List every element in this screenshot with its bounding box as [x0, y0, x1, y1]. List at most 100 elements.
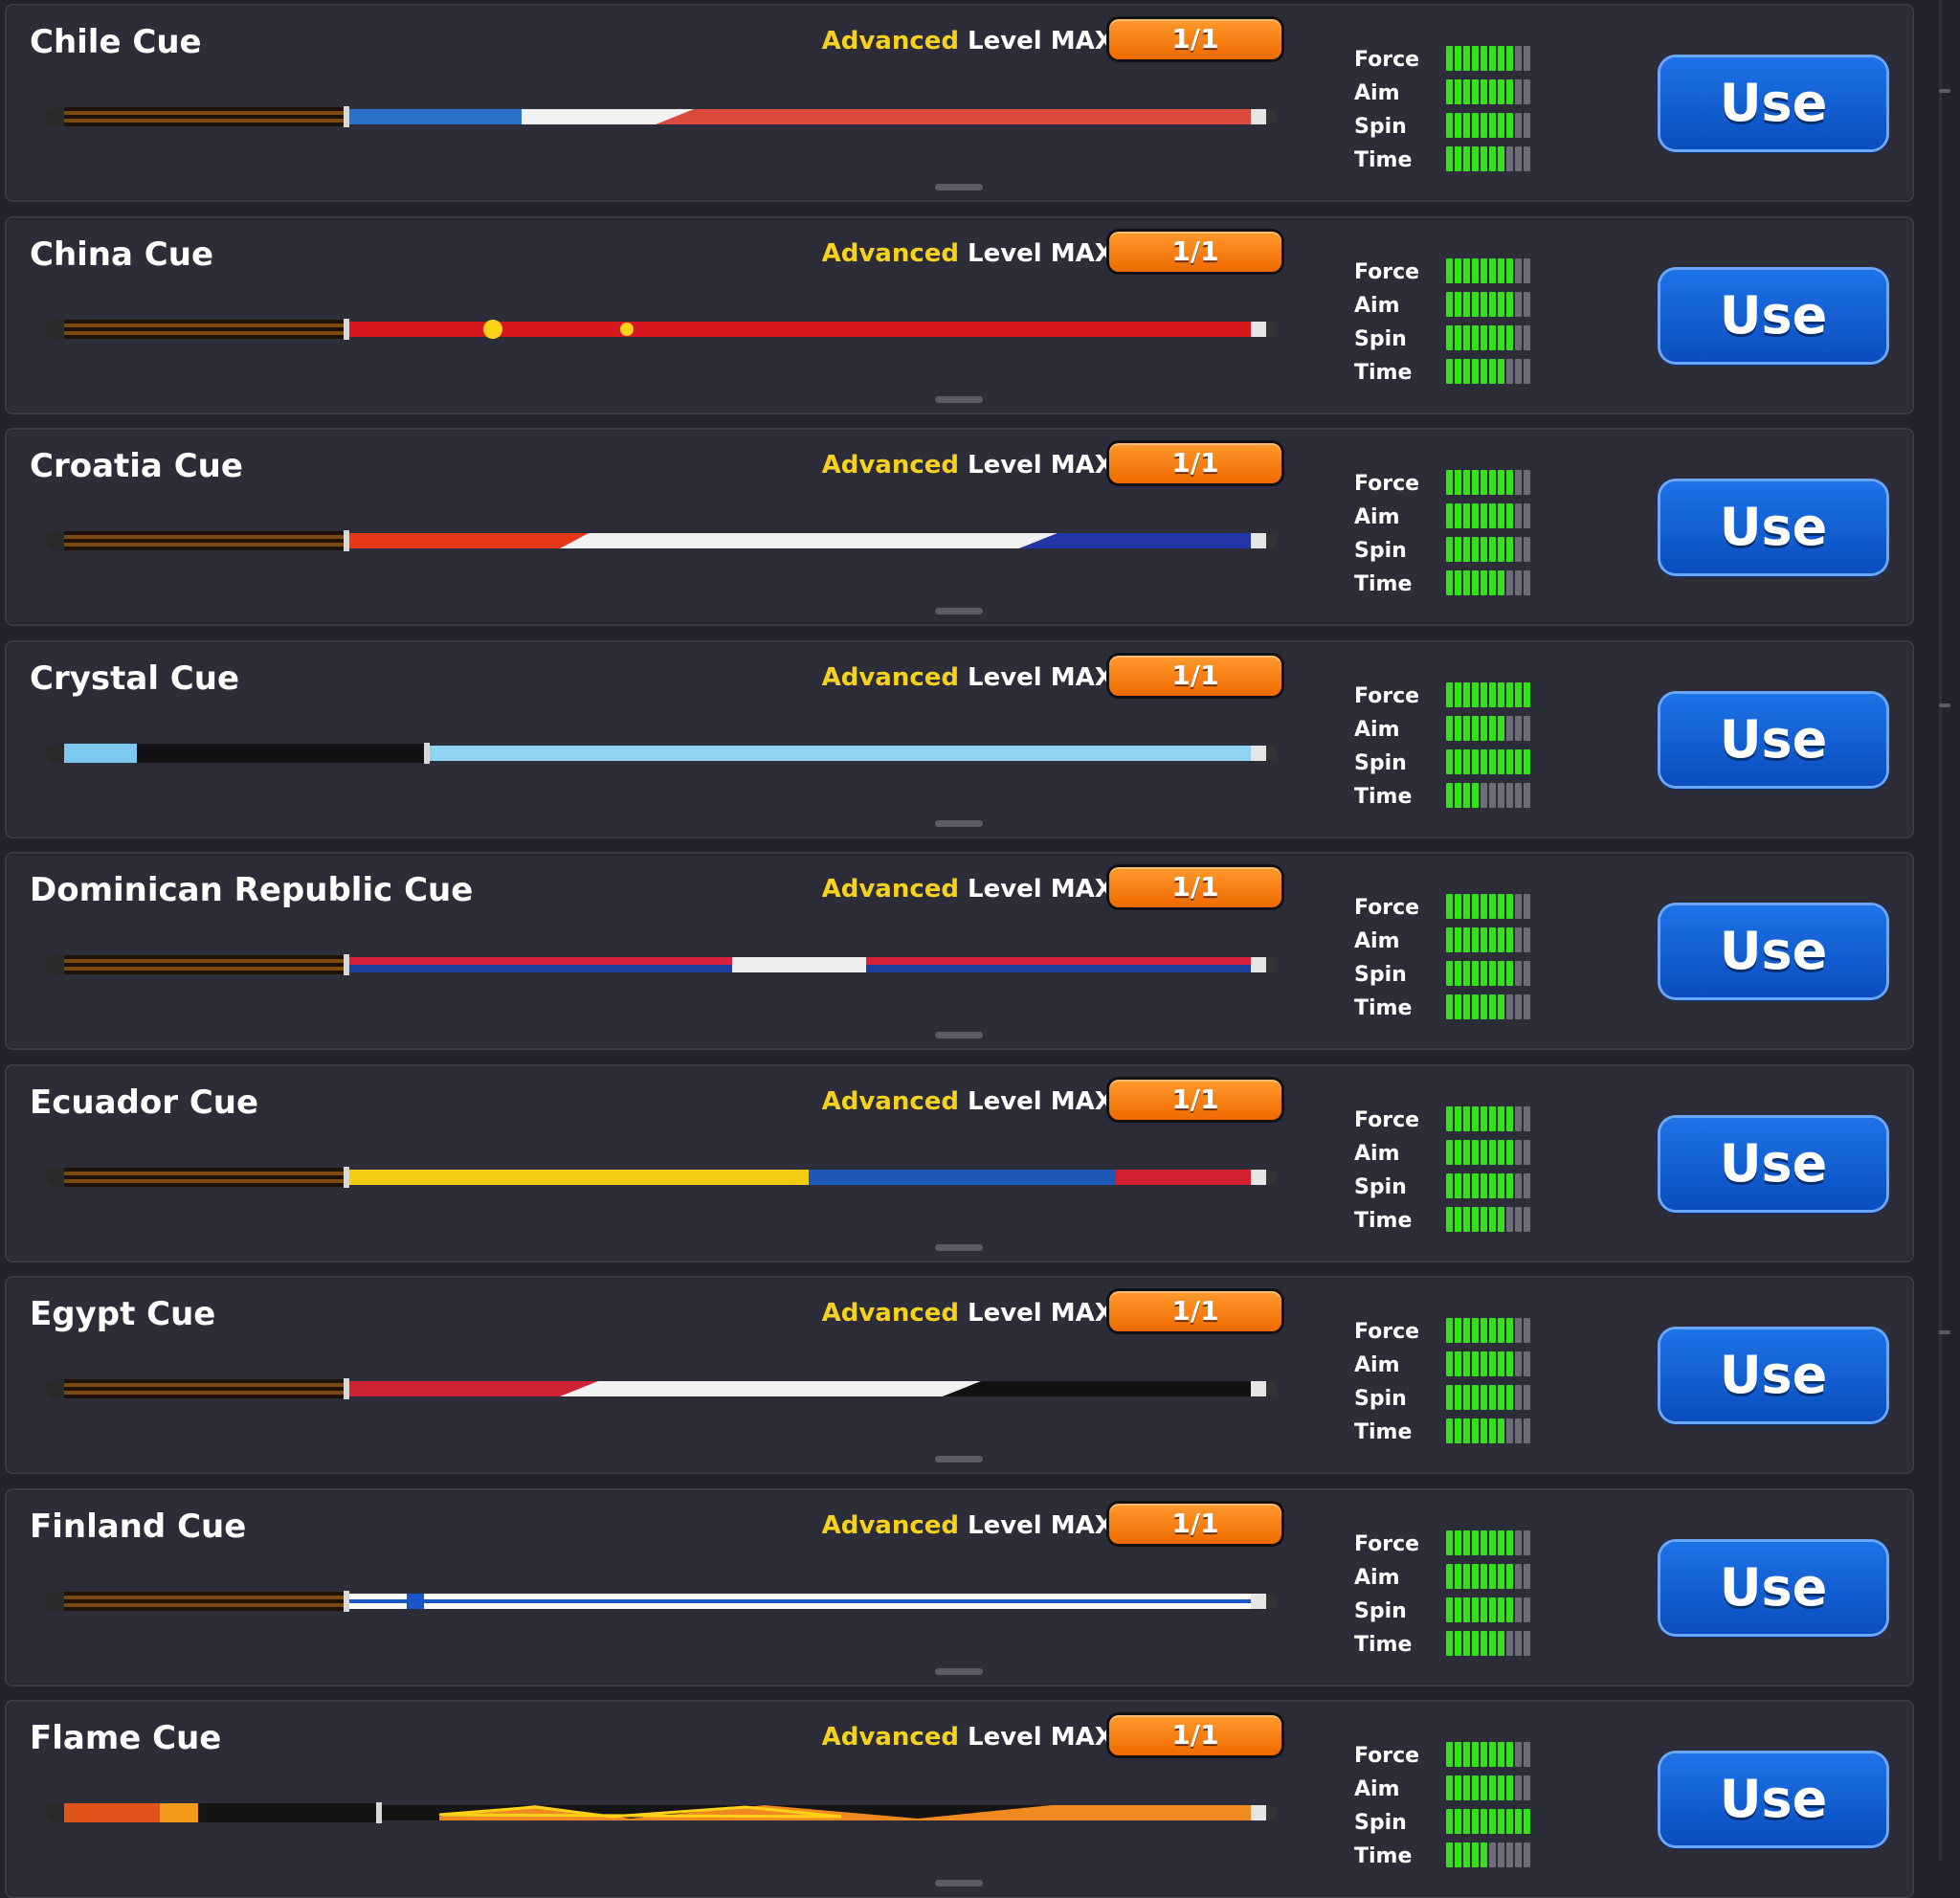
stat-segment	[1463, 146, 1470, 171]
stat-segment	[1498, 79, 1504, 104]
stat-segment	[1455, 1631, 1461, 1656]
stat-segment	[1498, 292, 1504, 317]
stat-segment	[1455, 325, 1461, 350]
stat-segment	[1515, 1351, 1522, 1376]
level-label: Level MAX	[968, 451, 1114, 480]
stat-segment	[1463, 46, 1470, 71]
stat-segment	[1506, 927, 1513, 952]
use-button[interactable]: Use	[1660, 270, 1886, 362]
stat-segment	[1506, 1809, 1513, 1834]
scroll-tick	[1939, 1330, 1950, 1334]
stat-segment	[1489, 1318, 1496, 1343]
stat-segment	[1524, 46, 1530, 71]
stat-segment	[1463, 1351, 1470, 1376]
stat-segment	[1515, 894, 1522, 919]
use-button[interactable]: Use	[1660, 1329, 1886, 1421]
cue-image	[45, 1167, 1276, 1188]
stat-segment	[1498, 1106, 1504, 1131]
use-button[interactable]: Use	[1660, 1542, 1886, 1634]
stat-segment	[1446, 1106, 1453, 1131]
expand-handle[interactable]	[935, 608, 983, 614]
stat-segment	[1455, 570, 1461, 595]
stat-segment	[1498, 1140, 1504, 1165]
stat-segment	[1515, 749, 1522, 774]
aim-bar	[1446, 1775, 1530, 1800]
expand-handle[interactable]	[935, 1456, 983, 1463]
stat-segment	[1489, 1842, 1496, 1867]
stat-segment	[1481, 537, 1487, 562]
scrollbar[interactable]	[1939, 0, 1950, 1861]
stat-segment	[1481, 749, 1487, 774]
stat-segment	[1481, 961, 1487, 986]
stat-segment	[1446, 927, 1453, 952]
use-button[interactable]: Use	[1660, 57, 1886, 149]
stat-label-time: Time	[1354, 572, 1413, 596]
stat-segment	[1446, 1842, 1453, 1867]
stat-segment	[1481, 570, 1487, 595]
stat-segment	[1515, 1385, 1522, 1410]
stat-segment	[1446, 79, 1453, 104]
stat-segment	[1463, 570, 1470, 595]
stat-segment	[1524, 292, 1530, 317]
stat-label-force: Force	[1354, 260, 1420, 284]
stat-segment	[1515, 1173, 1522, 1198]
stat-segment	[1463, 1318, 1470, 1343]
stat-segment	[1455, 1418, 1461, 1443]
expand-handle[interactable]	[935, 1244, 983, 1251]
level-label: Level MAX	[968, 1299, 1114, 1328]
aim-bar	[1446, 1351, 1530, 1376]
stat-segment	[1506, 1631, 1513, 1656]
force-bar	[1446, 1742, 1530, 1767]
expand-handle[interactable]	[935, 184, 983, 190]
scroll-track	[1939, 0, 1942, 1861]
count-badge: 1/1	[1109, 443, 1281, 483]
force-bar	[1446, 682, 1530, 707]
expand-handle[interactable]	[935, 1032, 983, 1038]
stat-segment	[1472, 1742, 1479, 1767]
stat-segment	[1481, 783, 1487, 808]
stat-segment	[1524, 716, 1530, 741]
stat-segment	[1446, 359, 1453, 384]
stat-segment	[1498, 994, 1504, 1019]
stat-segment	[1489, 79, 1496, 104]
use-button[interactable]: Use	[1660, 1118, 1886, 1210]
stat-segment	[1472, 1207, 1479, 1232]
stat-segment	[1524, 1173, 1530, 1198]
stat-segment	[1489, 1385, 1496, 1410]
stat-segment	[1455, 1385, 1461, 1410]
use-button[interactable]: Use	[1660, 905, 1886, 997]
stat-segment	[1506, 1173, 1513, 1198]
spin-bar	[1446, 749, 1530, 774]
tier-label: Advanced	[821, 1723, 959, 1752]
stat-segment	[1463, 258, 1470, 283]
expand-handle[interactable]	[935, 1668, 983, 1675]
stat-segment	[1463, 1842, 1470, 1867]
stat-segment	[1446, 1207, 1453, 1232]
tier-label: Advanced	[821, 451, 959, 480]
stat-segment	[1455, 927, 1461, 952]
stat-segment	[1498, 894, 1504, 919]
expand-handle[interactable]	[935, 820, 983, 827]
stat-label-force: Force	[1354, 472, 1420, 496]
scroll-tick	[1939, 89, 1950, 93]
use-button[interactable]: Use	[1660, 1753, 1886, 1845]
stat-segment	[1472, 1564, 1479, 1589]
stat-segment	[1472, 749, 1479, 774]
stat-segment	[1446, 894, 1453, 919]
time-bar	[1446, 359, 1530, 384]
stat-segment	[1506, 783, 1513, 808]
stat-segment	[1489, 258, 1496, 283]
stat-segment	[1481, 1351, 1487, 1376]
cue-image	[45, 530, 1276, 551]
stat-segment	[1524, 537, 1530, 562]
use-button[interactable]: Use	[1660, 481, 1886, 573]
stat-segment	[1446, 570, 1453, 595]
stat-segment	[1506, 749, 1513, 774]
stat-segment	[1498, 749, 1504, 774]
count-badge: 1/1	[1109, 1291, 1281, 1331]
use-button[interactable]: Use	[1660, 694, 1886, 786]
expand-handle[interactable]	[935, 396, 983, 403]
stat-segment	[1463, 1385, 1470, 1410]
stat-segment	[1455, 1597, 1461, 1622]
expand-handle[interactable]	[935, 1880, 983, 1887]
